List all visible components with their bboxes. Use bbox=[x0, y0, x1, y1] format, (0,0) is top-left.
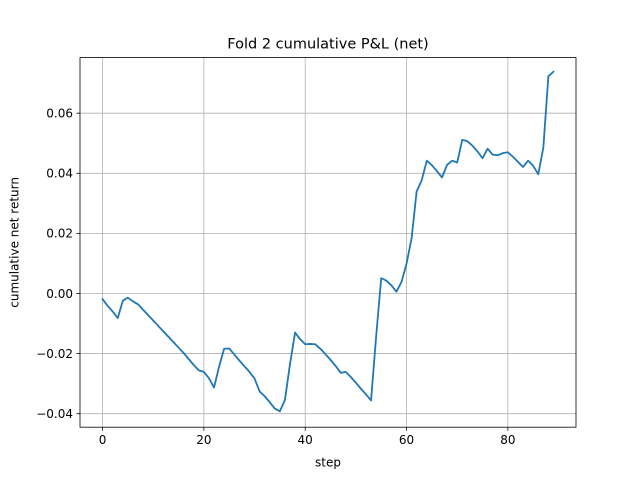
y-axis: −0.04 −0.02 0.00 0.02 0.04 0.06 bbox=[36, 106, 80, 421]
y-tick-label: 0.02 bbox=[46, 227, 73, 241]
grid bbox=[80, 57, 576, 428]
x-tick-label: 40 bbox=[298, 433, 313, 447]
x-axis: 0 20 40 60 80 bbox=[99, 427, 515, 447]
x-tick-label: 0 bbox=[99, 433, 107, 447]
series-layer bbox=[101, 70, 555, 413]
y-tick-label: 0.06 bbox=[46, 106, 73, 120]
plot-frame bbox=[79, 57, 577, 428]
y-tick-label: 0.04 bbox=[46, 167, 73, 181]
series-line bbox=[101, 70, 555, 413]
y-tick-label: −0.02 bbox=[36, 347, 73, 361]
y-axis-label: cumulative net return bbox=[8, 177, 22, 308]
chart-title: Fold 2 cumulative P&L (net) bbox=[227, 37, 428, 53]
y-tick-label: −0.04 bbox=[36, 407, 73, 421]
y-tick-label: 0.00 bbox=[46, 287, 73, 301]
x-tick-label: 20 bbox=[196, 433, 211, 447]
x-tick-label: 80 bbox=[500, 433, 515, 447]
x-axis-label: step bbox=[315, 456, 341, 470]
x-tick-label: 60 bbox=[399, 433, 414, 447]
